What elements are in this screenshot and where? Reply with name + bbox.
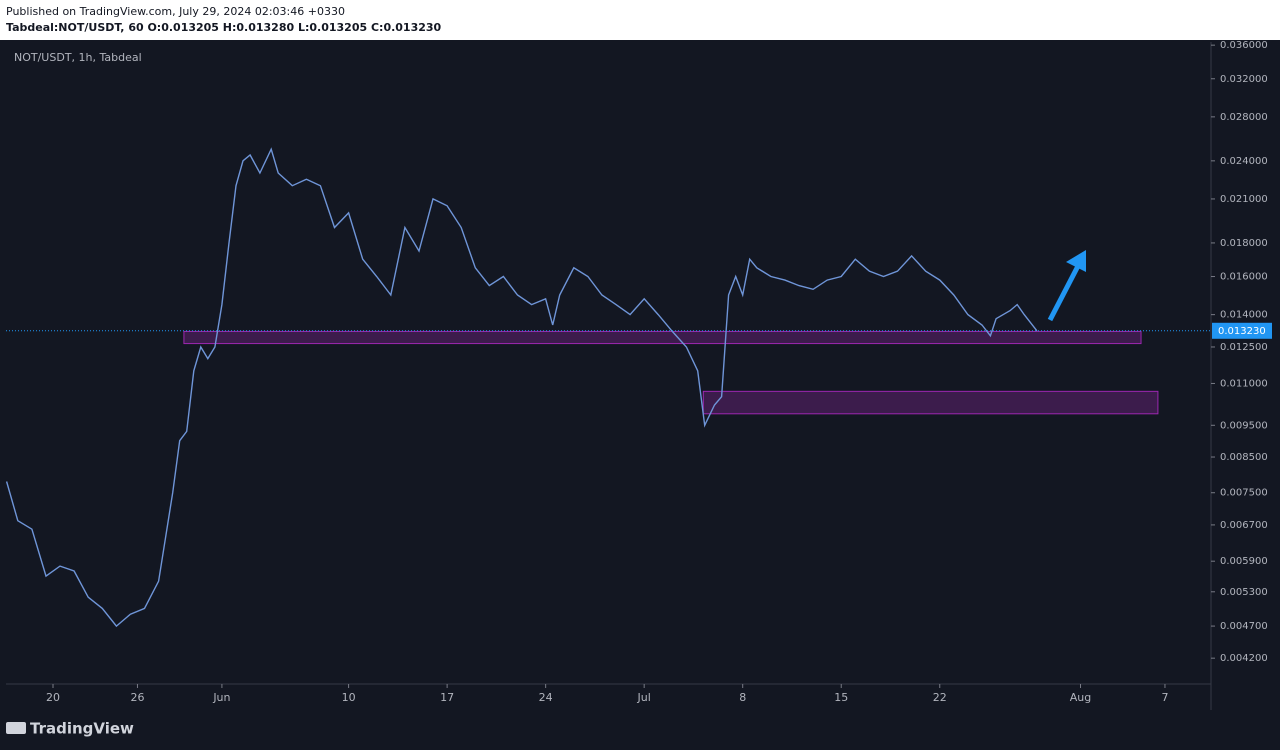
y-tick-label: 0.004700 bbox=[1220, 621, 1268, 632]
x-tick-label: 7 bbox=[1161, 691, 1168, 704]
brand-logo bbox=[6, 722, 26, 734]
y-tick-label: 0.005900 bbox=[1220, 556, 1268, 567]
brand: TradingView bbox=[30, 720, 134, 738]
y-tick-label: 0.009500 bbox=[1220, 420, 1268, 431]
y-tick-label: 0.012500 bbox=[1220, 342, 1268, 353]
x-tick-label: 17 bbox=[440, 691, 454, 704]
y-tick-label: 0.006700 bbox=[1220, 520, 1268, 531]
y-tick-label: 0.011000 bbox=[1220, 378, 1268, 389]
arrow-shaft bbox=[1047, 264, 1081, 322]
last-price-box bbox=[1212, 322, 1272, 339]
arrow bbox=[1047, 250, 1086, 322]
x-tick-label: 8 bbox=[739, 691, 746, 704]
x-tick-label: 20 bbox=[46, 691, 60, 704]
x-tick-label: 24 bbox=[539, 691, 553, 704]
chart-bg bbox=[0, 40, 1280, 746]
x-tick-label: Jun bbox=[212, 691, 230, 704]
x-tick-label: 10 bbox=[342, 691, 356, 704]
y-tick-label: 0.004200 bbox=[1220, 653, 1268, 664]
y-tick-label: 0.028000 bbox=[1220, 112, 1268, 123]
arrow-head bbox=[1066, 250, 1086, 272]
y-tick-label: 0.016000 bbox=[1220, 272, 1268, 283]
y-tick-label: 0.024000 bbox=[1220, 156, 1268, 167]
y-tick-label: 0.005300 bbox=[1220, 587, 1268, 598]
y-tick-label: 0.032000 bbox=[1220, 74, 1268, 85]
last-price-label: 0.013230 bbox=[1218, 326, 1266, 337]
chart-title: NOT/USDT, 1h, Tabdeal bbox=[14, 51, 142, 64]
x-tick-label: Jul bbox=[637, 691, 651, 704]
x-tick-label: Aug bbox=[1070, 691, 1091, 704]
y-tick-label: 0.036000 bbox=[1220, 40, 1268, 51]
x-tick-label: 22 bbox=[933, 691, 947, 704]
x-tick-label: 26 bbox=[130, 691, 144, 704]
y-tick-label: 0.021000 bbox=[1220, 194, 1268, 205]
price-line bbox=[5, 147, 1038, 628]
header-bg bbox=[0, 0, 1280, 40]
symbol-line: Tabdeal:NOT/USDT, 60 O:0.013205 H:0.0132… bbox=[6, 21, 442, 34]
x-tick-label: 15 bbox=[834, 691, 848, 704]
y-tick-label: 0.018000 bbox=[1220, 238, 1268, 249]
published: Published on TradingView.com, July 29, 2… bbox=[6, 5, 345, 18]
y-tick-label: 0.008500 bbox=[1220, 452, 1268, 463]
y-tick-label: 0.014000 bbox=[1220, 310, 1268, 321]
y-tick-label: 0.007500 bbox=[1220, 488, 1268, 499]
zone bbox=[702, 390, 1159, 415]
zone bbox=[183, 330, 1142, 345]
